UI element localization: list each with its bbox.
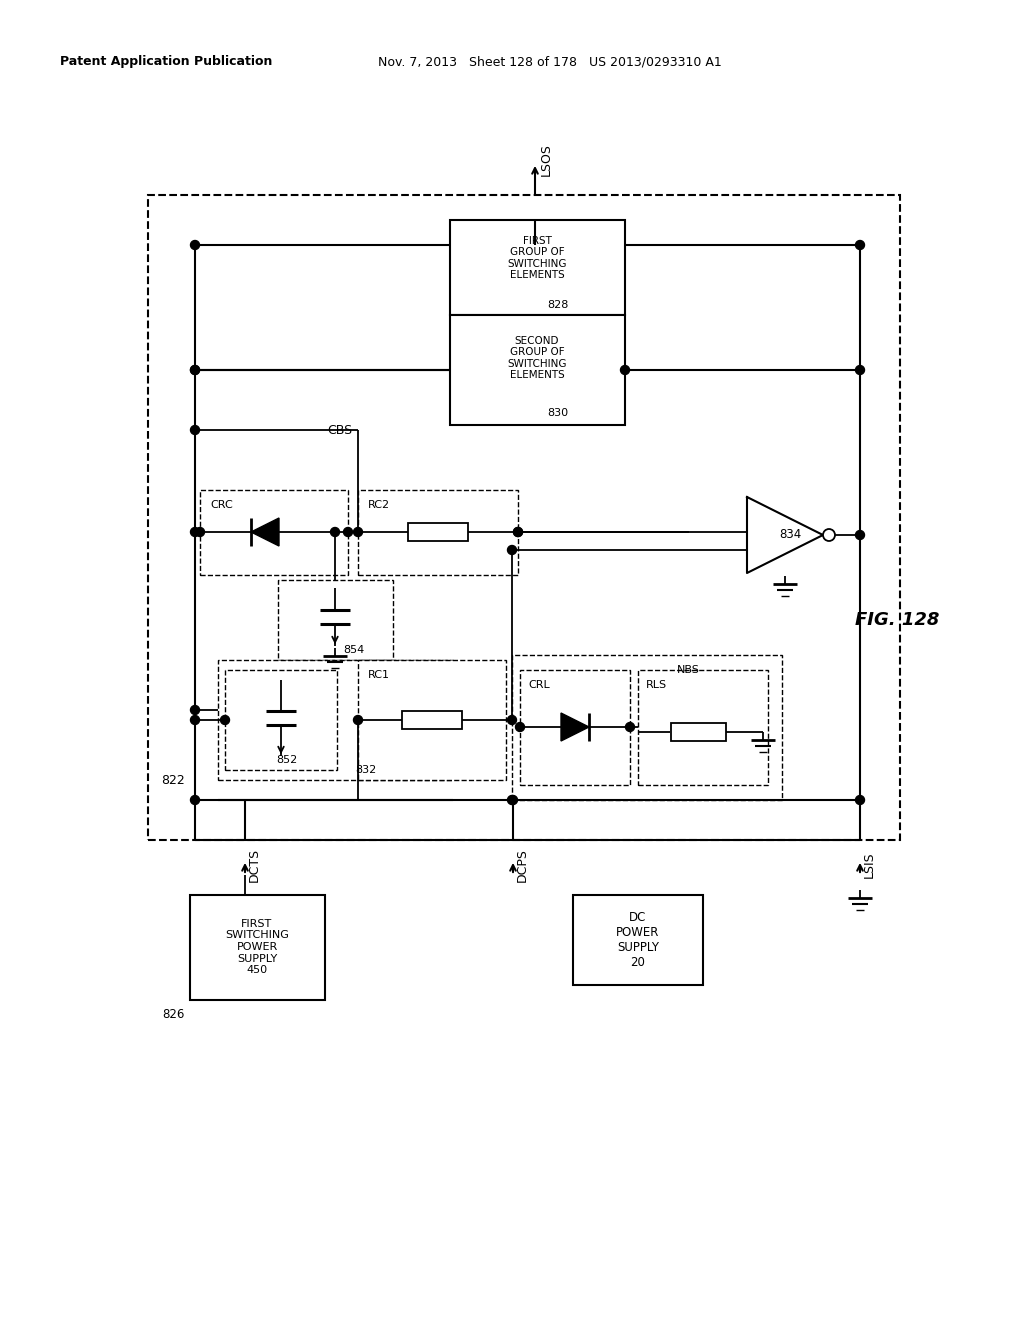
Bar — [402, 711, 462, 729]
Bar — [638, 671, 768, 785]
Circle shape — [626, 722, 635, 731]
Bar — [408, 523, 468, 541]
Circle shape — [513, 528, 522, 536]
Circle shape — [220, 715, 229, 725]
Bar — [450, 315, 625, 425]
Text: SECOND
GROUP OF
SWITCHING
ELEMENTS: SECOND GROUP OF SWITCHING ELEMENTS — [507, 335, 566, 380]
Circle shape — [509, 796, 517, 804]
Text: RLS: RLS — [646, 680, 667, 690]
Circle shape — [190, 240, 200, 249]
Bar — [200, 490, 348, 576]
Text: FIG. 128: FIG. 128 — [855, 611, 939, 630]
Circle shape — [508, 545, 516, 554]
Circle shape — [190, 705, 200, 714]
Text: 854: 854 — [343, 645, 365, 655]
Bar — [358, 490, 518, 576]
Circle shape — [855, 796, 864, 804]
Text: FIRST
GROUP OF
SWITCHING
ELEMENTS: FIRST GROUP OF SWITCHING ELEMENTS — [507, 235, 566, 280]
Circle shape — [508, 796, 516, 804]
Text: RC2: RC2 — [368, 500, 390, 510]
Text: DCPS: DCPS — [516, 847, 529, 882]
Bar — [218, 660, 453, 780]
Text: LSOS: LSOS — [540, 144, 553, 177]
Bar — [450, 220, 625, 315]
Bar — [148, 195, 900, 840]
Text: CRC: CRC — [210, 500, 232, 510]
Text: CRL: CRL — [528, 680, 550, 690]
Polygon shape — [561, 713, 589, 741]
Text: 832: 832 — [355, 766, 376, 775]
Bar — [512, 655, 782, 800]
Circle shape — [190, 715, 200, 725]
Text: 852: 852 — [276, 755, 297, 766]
Circle shape — [190, 366, 200, 375]
Text: 826: 826 — [163, 1008, 185, 1022]
Circle shape — [621, 366, 630, 375]
Text: 822: 822 — [161, 774, 185, 787]
Bar — [225, 671, 337, 770]
Bar — [671, 723, 726, 741]
Bar — [278, 579, 393, 660]
Circle shape — [190, 796, 200, 804]
Text: 828: 828 — [547, 300, 568, 310]
Circle shape — [343, 528, 352, 536]
Text: RC1: RC1 — [368, 671, 390, 680]
Circle shape — [515, 722, 524, 731]
Circle shape — [196, 528, 205, 536]
Polygon shape — [251, 517, 279, 546]
Circle shape — [823, 529, 835, 541]
Circle shape — [855, 240, 864, 249]
Bar — [520, 671, 630, 785]
Circle shape — [513, 528, 522, 536]
Text: 834: 834 — [779, 528, 801, 541]
Text: CBS: CBS — [328, 424, 352, 437]
Text: Patent Application Publication: Patent Application Publication — [60, 55, 272, 69]
Text: Nov. 7, 2013   Sheet 128 of 178   US 2013/0293310 A1: Nov. 7, 2013 Sheet 128 of 178 US 2013/02… — [378, 55, 722, 69]
Circle shape — [331, 528, 340, 536]
Circle shape — [353, 715, 362, 725]
Circle shape — [353, 528, 362, 536]
Bar — [573, 895, 703, 985]
Text: 830: 830 — [547, 408, 568, 418]
Text: LSIS: LSIS — [863, 851, 876, 878]
Bar — [358, 660, 506, 780]
Circle shape — [190, 425, 200, 434]
Circle shape — [855, 366, 864, 375]
Text: NBS: NBS — [677, 665, 699, 675]
Text: DC
POWER
SUPPLY
20: DC POWER SUPPLY 20 — [616, 911, 659, 969]
Circle shape — [508, 715, 516, 725]
Bar — [190, 895, 325, 1001]
Circle shape — [855, 531, 864, 540]
Text: FIRST
SWITCHING
POWER
SUPPLY
450: FIRST SWITCHING POWER SUPPLY 450 — [225, 919, 289, 975]
Circle shape — [190, 366, 200, 375]
Circle shape — [190, 528, 200, 536]
Text: DCTS: DCTS — [248, 847, 261, 882]
